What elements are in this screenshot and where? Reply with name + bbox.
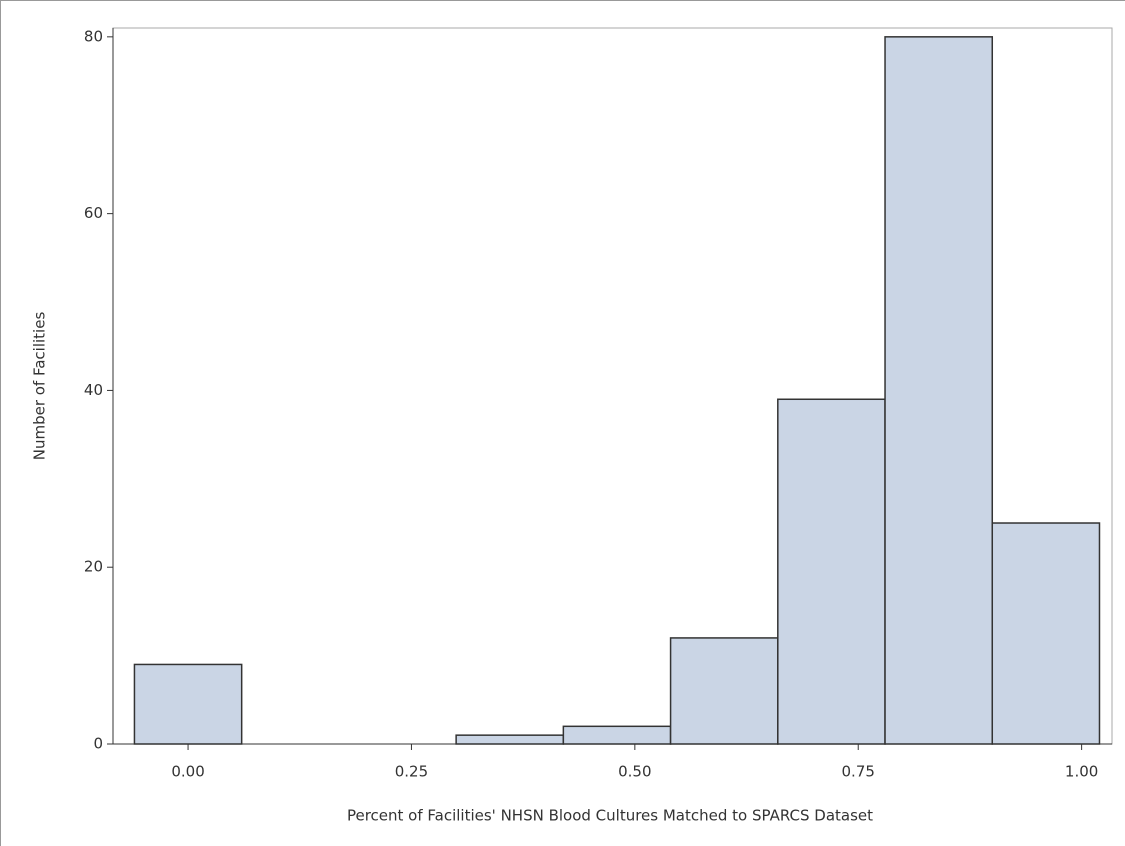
x-tick-label: 1.00 bbox=[1065, 763, 1098, 781]
y-axis-label: Number of Facilities bbox=[31, 312, 49, 461]
y-tick-label: 20 bbox=[84, 558, 103, 576]
bar bbox=[991, 522, 1101, 745]
y-tick-label: 60 bbox=[84, 204, 103, 222]
bar bbox=[669, 637, 779, 745]
x-tick-label: 0.25 bbox=[395, 763, 428, 781]
bar bbox=[777, 398, 886, 745]
y-tick-label: 0 bbox=[93, 735, 103, 753]
y-tick-label: 80 bbox=[84, 27, 103, 45]
x-tick-label: 0.50 bbox=[618, 763, 651, 781]
bar bbox=[455, 734, 565, 745]
bar bbox=[562, 725, 672, 745]
x-tick-label: 0.00 bbox=[171, 763, 204, 781]
y-tick-label: 40 bbox=[84, 381, 103, 399]
x-axis-label: Percent of Facilities' NHSN Blood Cultur… bbox=[347, 807, 873, 825]
bar bbox=[133, 663, 243, 745]
bar bbox=[884, 36, 994, 745]
x-tick-label: 0.75 bbox=[842, 763, 875, 781]
